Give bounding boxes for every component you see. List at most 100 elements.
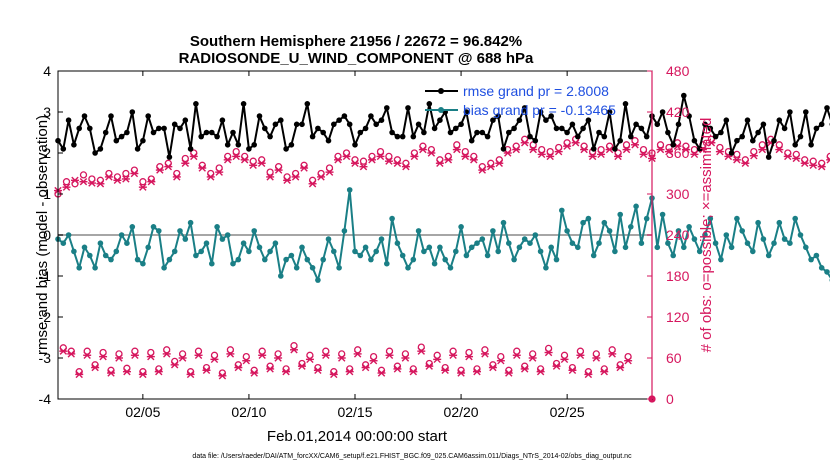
bias-point <box>357 252 364 259</box>
rmse-point <box>575 133 581 140</box>
bias-point <box>712 240 719 246</box>
obs-assimilated-marker <box>313 366 322 374</box>
bias-point <box>92 265 98 271</box>
bias-point <box>516 244 523 251</box>
bias-point <box>299 244 305 251</box>
bias-point <box>304 256 311 263</box>
obs-assimilated-marker <box>592 354 601 362</box>
rmse-point <box>792 142 798 148</box>
legend-rmse-label: rmse grand pr = 2.8008 <box>463 83 609 99</box>
bias-point <box>638 240 645 246</box>
bias-point <box>500 219 507 226</box>
rmse-point <box>765 154 772 160</box>
obs-assimilated-marker <box>571 139 580 147</box>
obs-assimilated-marker <box>444 156 453 164</box>
rmse-point <box>182 117 189 123</box>
rmse-point <box>638 125 645 132</box>
rmse-point <box>437 117 443 123</box>
bias-point <box>781 236 788 242</box>
obs-possible-marker <box>210 351 219 359</box>
rmse-point <box>87 125 93 132</box>
obs-assimilated-marker <box>361 363 370 372</box>
obs-possible-marker <box>266 168 274 176</box>
bias-point <box>405 265 411 271</box>
rmse-point <box>118 133 125 140</box>
obs-possible-marker <box>306 351 314 359</box>
y-right-tick-label: 360 <box>666 145 690 161</box>
rmse-point <box>723 117 730 123</box>
obs-assimilated-marker <box>656 145 665 154</box>
legend: rmse grand pr = 2.8008 bias grand pr = -… <box>425 83 616 118</box>
obs-assimilated-marker <box>410 152 419 161</box>
bias-point <box>198 248 204 255</box>
rmse-point <box>389 129 395 136</box>
obs-assimilated-marker <box>552 362 561 370</box>
obs-possible-marker <box>62 178 71 186</box>
bias-point <box>384 260 390 267</box>
obs-assimilated-marker <box>537 150 546 159</box>
bias-point <box>665 240 671 246</box>
y-right-tick-label: 240 <box>666 227 690 243</box>
obs-assimilated-marker <box>478 166 487 174</box>
bias-point <box>346 187 353 193</box>
bias-point <box>601 219 608 226</box>
bias-point <box>246 248 252 255</box>
bias-point <box>553 256 560 263</box>
bias-point <box>278 273 284 279</box>
obs-assimilated-marker <box>377 369 386 377</box>
obs-possible-marker <box>325 164 334 172</box>
x-tick-label: 02/10 <box>231 404 266 420</box>
x-axis-label: Feb.01,2014 00:00:00 start <box>267 428 448 445</box>
obs-possible-marker <box>115 350 123 358</box>
bias-point <box>331 248 337 255</box>
y-axis-left: -4 -3 -2 -1 0 1 2 3 4 <box>39 63 63 407</box>
rmse-point <box>718 129 724 136</box>
bias-point <box>267 248 273 255</box>
obs-assimilated-marker <box>427 149 436 157</box>
bias-point <box>797 232 804 238</box>
obs-possible-marker <box>513 347 521 355</box>
obs-assimilated-marker <box>70 176 79 185</box>
obs-assimilated-marker <box>59 347 68 355</box>
bias-point <box>818 265 825 271</box>
y-tick-label: 4 <box>43 63 51 79</box>
obs-assimilated-marker <box>576 351 585 359</box>
obs-assimilated-marker <box>826 156 830 164</box>
bias-point <box>813 252 820 259</box>
rmse-point <box>421 129 427 136</box>
rmse-point <box>378 117 385 123</box>
obs-assimilated-marker <box>186 370 195 379</box>
legend-rmse-marker <box>438 88 444 94</box>
obs-possible-marker <box>163 346 171 354</box>
bias-point <box>474 240 480 246</box>
obs-possible-marker <box>758 141 766 149</box>
obs-assimilated-marker <box>282 367 291 376</box>
rmse-point <box>278 117 284 123</box>
obs-assimilated-marker <box>409 367 418 376</box>
bias-point <box>744 240 751 246</box>
rmse-point <box>299 121 305 128</box>
obs-assimilated-marker <box>457 369 466 377</box>
obs-assimilated-marker <box>274 354 283 362</box>
obs-assimilated-marker <box>91 363 100 372</box>
rmse-point <box>665 129 671 136</box>
rmse-point <box>506 129 512 136</box>
bias-point <box>532 232 539 238</box>
obs-assimilated-marker <box>452 145 461 154</box>
bias-point <box>145 244 151 251</box>
obs-assimilated-marker <box>337 354 346 362</box>
bias-point <box>431 260 438 267</box>
rmse-point <box>410 133 417 140</box>
bias-point <box>182 236 189 242</box>
obs-possible-marker <box>354 346 362 354</box>
rmse-point <box>590 146 597 152</box>
bias-point <box>447 265 454 271</box>
rmse-point <box>543 117 549 123</box>
bias-point <box>156 228 162 234</box>
obs-assimilated-marker <box>249 161 258 169</box>
obs-assimilated-marker <box>226 350 235 358</box>
bias-point <box>87 252 93 259</box>
obs-assimilated-marker <box>206 173 215 181</box>
obs-assimilated-marker <box>114 354 123 362</box>
obs-assimilated-marker <box>155 166 164 174</box>
